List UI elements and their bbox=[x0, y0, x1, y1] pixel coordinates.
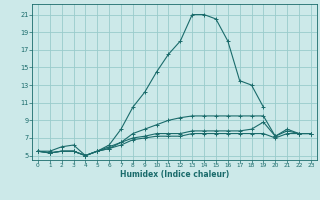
X-axis label: Humidex (Indice chaleur): Humidex (Indice chaleur) bbox=[120, 170, 229, 179]
